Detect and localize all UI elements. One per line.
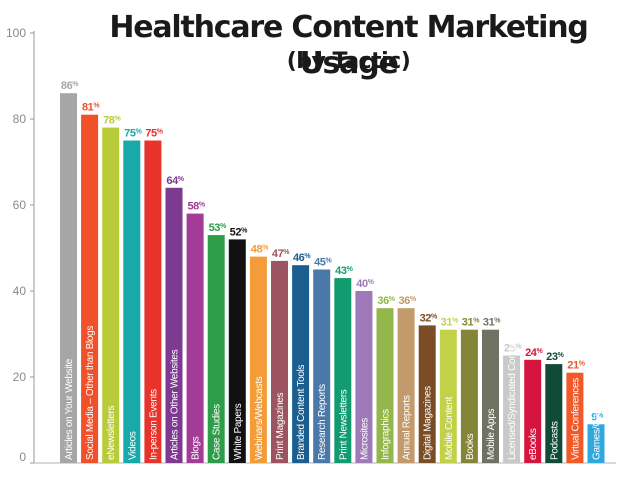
chart-subtitle: (by Tactic) (286, 49, 411, 74)
category-label: Articles on Other Websites (170, 349, 181, 460)
bar-value-label: 45% (314, 257, 332, 269)
category-label: Podcasts (549, 421, 560, 460)
bar (334, 278, 352, 463)
bar-value-label: 43% (335, 265, 353, 277)
bar (186, 213, 204, 463)
bar-value-label: 48% (251, 244, 269, 256)
bar-value-label: 24% (525, 347, 543, 359)
category-label: Games/Gamification (592, 375, 603, 460)
bar-value-label: 32% (420, 312, 438, 324)
bar (207, 235, 225, 463)
bar-value-label: 25% (504, 343, 522, 355)
category-label: White Papers (233, 403, 244, 460)
bar-value-label: 86% (61, 80, 79, 92)
y-tick-label: 40 (13, 284, 27, 298)
category-label: Infographics (381, 409, 392, 460)
bar (587, 424, 605, 463)
category-label: eNewsletters (106, 406, 117, 460)
bar (397, 308, 415, 463)
category-label: Annual Reports (402, 395, 413, 460)
category-label: Research Reports (317, 384, 328, 460)
bar (228, 239, 246, 463)
bar-value-label: 31% (462, 317, 480, 329)
category-label: Print Magazines (275, 393, 286, 460)
bar-value-label: 40% (356, 278, 374, 290)
y-tick-label: 100 (6, 26, 26, 40)
bar (439, 329, 457, 463)
bar (81, 114, 99, 463)
bar (292, 265, 310, 463)
bar (503, 355, 521, 463)
bar (524, 359, 542, 463)
category-label: Case Studies (212, 404, 223, 460)
bar (376, 308, 394, 463)
category-label: eBooks (528, 428, 539, 460)
category-label: Print Newsletters (338, 389, 349, 460)
y-tick-label: 20 (13, 370, 27, 384)
bar-value-label: 21% (567, 360, 585, 372)
bar (460, 329, 478, 463)
category-label: Webinars/Webcasts (254, 376, 265, 460)
bar-value-label: 52% (230, 226, 248, 238)
category-label: Licensed/Syndicated Content (507, 337, 518, 460)
bar-value-label: 9% (591, 411, 604, 423)
category-label: Mobile Apps (486, 409, 497, 460)
bar-value-label: 75% (145, 128, 163, 140)
category-label: Blogs (191, 436, 202, 460)
bar-value-label: 78% (103, 115, 121, 127)
bar (355, 291, 373, 463)
bar (482, 329, 499, 463)
bar (566, 372, 584, 463)
category-label: Books (465, 433, 476, 460)
y-tick-label: 80 (13, 112, 27, 126)
bar-value-label: 31% (483, 317, 501, 329)
bar-value-label: 36% (377, 295, 395, 307)
bar (271, 260, 288, 463)
bar (249, 256, 267, 463)
bar-value-label: 47% (272, 248, 290, 260)
y-tick-label: 0 (19, 450, 26, 464)
bar-value-label: 64% (166, 175, 184, 187)
bar-value-label: 75% (124, 128, 142, 140)
bar (102, 127, 120, 463)
bar-value-label: 23% (546, 351, 564, 363)
bar (545, 364, 563, 463)
category-label: Videos (127, 431, 138, 460)
category-label: Mobile Content (444, 396, 455, 460)
bar-value-label: 81% (82, 102, 100, 114)
bar (313, 269, 331, 463)
category-label: Microsites (359, 418, 370, 460)
category-label: Articles on Your Website (64, 358, 75, 460)
bar-value-label: 36% (398, 295, 416, 307)
bar (418, 325, 436, 463)
bar (165, 187, 183, 464)
category-label: Branded Content Tools (296, 364, 307, 460)
bar (60, 93, 77, 463)
category-label: Virtual Conferences (570, 378, 581, 460)
bar-value-label: 53% (209, 222, 227, 234)
bar (144, 140, 162, 463)
category-label: Digital Magazines (423, 386, 434, 460)
category-label: In-person Events (148, 389, 159, 460)
chart-title: Healthcare Content Marketing Usage (109, 10, 589, 81)
y-tick-label: 60 (13, 198, 27, 212)
bar-value-label: 58% (187, 201, 205, 213)
bar (123, 140, 141, 463)
bar-value-label: 46% (293, 252, 311, 264)
bar-value-label: 31% (441, 317, 459, 329)
category-label: Social Media – Other than Blogs (85, 326, 96, 460)
